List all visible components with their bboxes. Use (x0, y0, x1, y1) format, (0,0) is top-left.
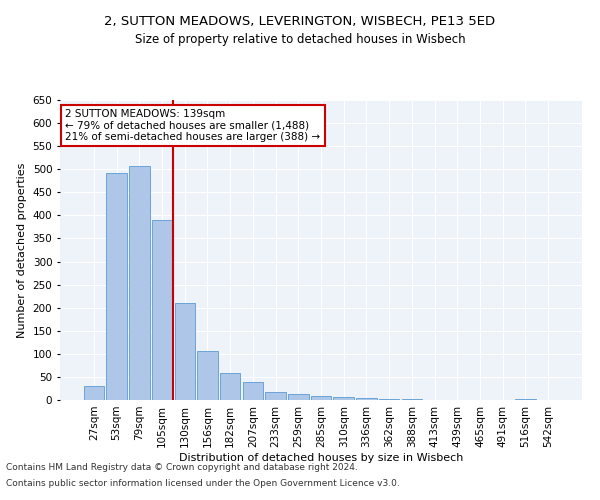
Bar (515, 399, 536, 400)
Bar (265, 392, 286, 400)
Bar (106, 173, 127, 400)
Bar (311, 396, 331, 400)
Bar (84, 386, 104, 400)
Bar (220, 373, 241, 400)
Text: 2 SUTTON MEADOWS: 139sqm
← 79% of detached houses are smaller (1,488)
21% of sem: 2 SUTTON MEADOWS: 139sqm ← 79% of detach… (65, 109, 320, 142)
Bar (288, 394, 308, 400)
Text: Contains HM Land Registry data © Crown copyright and database right 2024.: Contains HM Land Registry data © Crown c… (6, 464, 358, 472)
Bar (129, 166, 149, 400)
Bar (242, 382, 263, 400)
Bar (152, 220, 172, 400)
Bar (379, 398, 400, 400)
Bar (175, 303, 195, 400)
Text: Contains public sector information licensed under the Open Government Licence v3: Contains public sector information licen… (6, 478, 400, 488)
Text: Size of property relative to detached houses in Wisbech: Size of property relative to detached ho… (134, 32, 466, 46)
Bar (356, 398, 377, 400)
X-axis label: Distribution of detached houses by size in Wisbech: Distribution of detached houses by size … (179, 452, 463, 462)
Bar (334, 397, 354, 400)
Y-axis label: Number of detached properties: Number of detached properties (17, 162, 27, 338)
Bar (197, 350, 218, 400)
Text: 2, SUTTON MEADOWS, LEVERINGTON, WISBECH, PE13 5ED: 2, SUTTON MEADOWS, LEVERINGTON, WISBECH,… (104, 15, 496, 28)
Bar (401, 399, 422, 400)
